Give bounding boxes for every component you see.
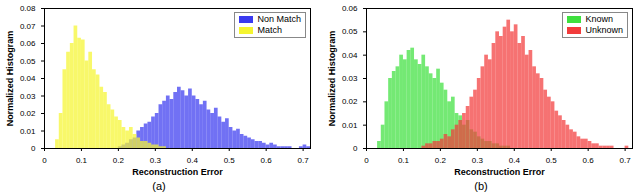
svg-text:0.5: 0.5 [224, 156, 236, 165]
svg-text:0.04: 0.04 [342, 51, 358, 60]
svg-text:Normalized Histogram: Normalized Histogram [327, 31, 337, 127]
svg-text:0.07: 0.07 [20, 22, 36, 31]
svg-text:0: 0 [31, 144, 36, 153]
svg-text:0.2: 0.2 [435, 156, 447, 165]
html-text:(b): (b) [474, 180, 488, 192]
html-text:(a): (a) [152, 180, 166, 192]
svg-text:0.6: 0.6 [261, 156, 273, 165]
svg-text:0.1: 0.1 [76, 156, 88, 165]
svg-text:0.1: 0.1 [398, 156, 410, 165]
svg-text:0.02: 0.02 [20, 109, 36, 118]
svg-text:0.05: 0.05 [342, 27, 358, 36]
svg-text:0.05: 0.05 [20, 57, 36, 66]
svg-text:Reconstruction Error: Reconstruction Error [454, 167, 545, 177]
svg-text:0: 0 [364, 156, 369, 165]
svg-text:0.04: 0.04 [20, 74, 36, 83]
svg-text:0.03: 0.03 [342, 74, 358, 83]
svg-text:0.03: 0.03 [20, 92, 36, 101]
svg-text:0.02: 0.02 [342, 97, 358, 106]
svg-text:0.06: 0.06 [20, 39, 36, 48]
svg-text:0.5: 0.5 [546, 156, 558, 165]
svg-text:0.01: 0.01 [20, 127, 36, 136]
svg-text:0.08: 0.08 [20, 4, 36, 13]
svg-text:0.4: 0.4 [509, 156, 521, 165]
svg-text:0.6: 0.6 [583, 156, 595, 165]
svg-text:0.4: 0.4 [187, 156, 199, 165]
svg-text:0: 0 [353, 144, 358, 153]
svg-text:Reconstruction Error: Reconstruction Error [132, 167, 223, 177]
svg-text:0.01: 0.01 [342, 121, 358, 130]
html-text:Match: Match [257, 25, 282, 35]
svg-text:0.7: 0.7 [620, 156, 632, 165]
html-text:Non Match: Non Match [257, 14, 301, 24]
svg-text:0.3: 0.3 [150, 156, 162, 165]
svg-text:0.06: 0.06 [342, 4, 358, 13]
svg-text:0.2: 0.2 [113, 156, 125, 165]
svg-text:0.7: 0.7 [298, 156, 310, 165]
svg-text:0: 0 [42, 156, 47, 165]
svg-text:Normalized Histogram: Normalized Histogram [5, 31, 15, 127]
svg-text:0.3: 0.3 [472, 156, 484, 165]
html-text:Known: Known [585, 14, 613, 24]
html-text:Unknown: Unknown [585, 25, 623, 35]
